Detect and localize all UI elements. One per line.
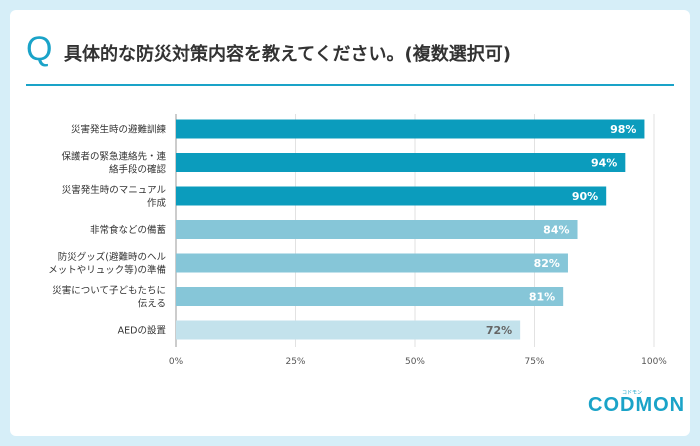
logo-ruby: コドモン	[622, 390, 643, 396]
data-label: 72%	[486, 324, 512, 337]
category-label: 防災グッズ(避難時のヘル	[58, 251, 167, 263]
bar	[176, 253, 568, 273]
category-label: 災害発生時の避難訓練	[71, 124, 167, 136]
data-label: 81%	[529, 291, 555, 304]
x-tick-label: 50%	[405, 357, 425, 367]
bar	[176, 119, 645, 139]
category-label: 非常食などの備蓄	[90, 224, 166, 236]
x-tick-label: 100%	[641, 357, 667, 367]
data-label: 90%	[572, 190, 598, 203]
data-label: 94%	[591, 157, 617, 170]
bar	[176, 153, 626, 172]
category-label: 作成	[147, 197, 167, 209]
x-tick-label: 75%	[524, 357, 544, 367]
chart-title: 具体的な防災対策内容を教えてください。(複数選択可)	[64, 44, 512, 65]
bar-chart: 0% 25% 50% 75% 100% 98% 災害発生時の避難訓練 94% 保護者の緊急連絡先…	[48, 114, 667, 367]
data-label: 84%	[543, 224, 569, 237]
category-label: 災害発生時のマニュアル	[62, 184, 167, 196]
question-mark-icon: Q	[26, 30, 53, 68]
bar	[176, 186, 607, 206]
chart-card: Q 具体的な防災対策内容を教えてください。(複数選択可) 0% 25% 50% 75%…	[10, 10, 690, 436]
data-label: 98%	[610, 123, 636, 136]
bar	[176, 320, 521, 340]
category-label: メットやリュック等)の準備	[48, 264, 166, 276]
codmon-logo: CODMON	[588, 394, 686, 416]
x-tick-label: 25%	[285, 357, 305, 367]
category-label: 保護者の緊急連絡先・連	[61, 151, 166, 163]
title-divider	[26, 84, 674, 86]
category-label: 災害について子どもたちに	[52, 285, 166, 297]
category-label: 伝える	[138, 299, 166, 310]
category-label: AEDの設置	[118, 325, 166, 337]
category-label: 絡手段の確認	[109, 164, 167, 176]
bar	[176, 287, 564, 306]
bar	[176, 220, 578, 239]
data-label: 82%	[534, 257, 560, 270]
x-tick-label: 0%	[169, 357, 184, 367]
